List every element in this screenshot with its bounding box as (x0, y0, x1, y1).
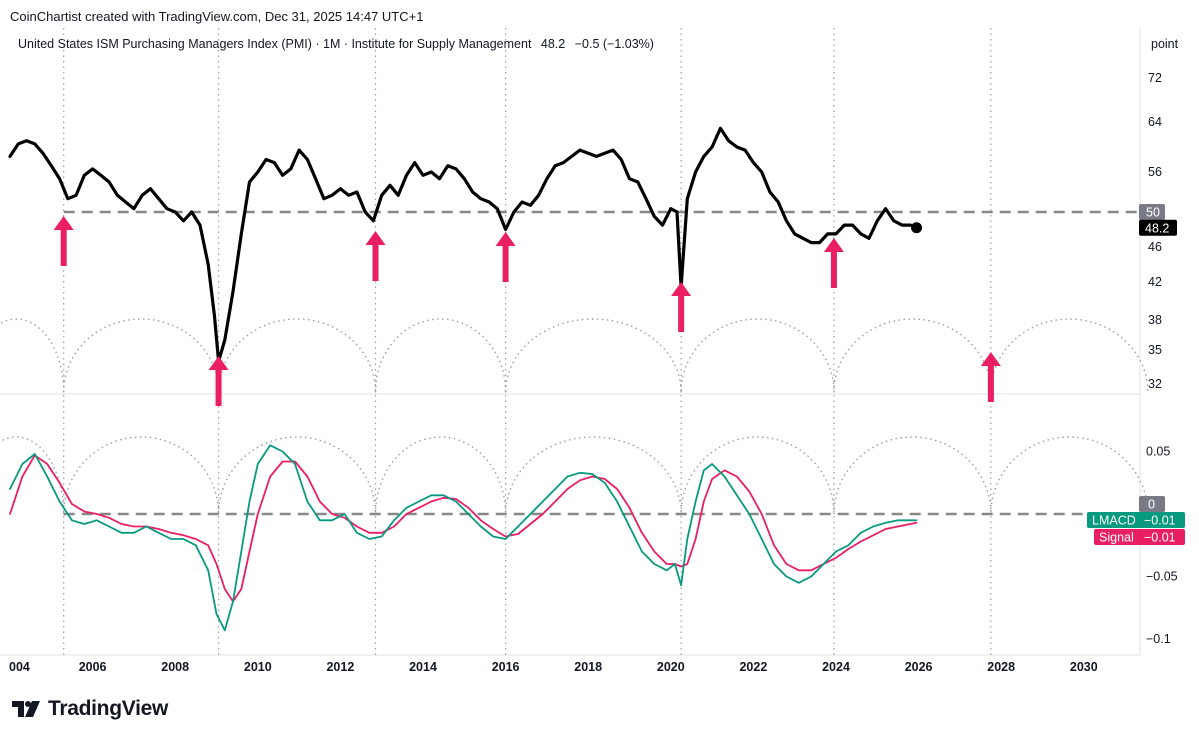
arrow-shaft (372, 243, 379, 281)
lmacd-label-badge (1087, 512, 1185, 528)
last-value-badge-label: 48.2 (1145, 221, 1169, 235)
cycle-arc-bottom (62, 436, 220, 515)
x-tick-label: 2016 (492, 660, 520, 674)
reference-badge-zero-label: 0 (1148, 498, 1155, 512)
arrow-head (365, 231, 386, 245)
cycle-arc-top (504, 318, 682, 393)
signal-series-line (9, 454, 918, 603)
cycle-low-arrow (53, 216, 74, 266)
y-tick-label: 35 (1148, 343, 1162, 357)
cycle-arc-top (374, 318, 507, 393)
arrow-shaft (830, 250, 837, 288)
arrow-shaft (60, 228, 67, 266)
cycle-low-arrow (365, 231, 386, 281)
x-tick-label: 004 (9, 660, 30, 674)
arrow-head (980, 352, 1001, 366)
cycle-low-arrow (671, 282, 692, 332)
cycle-arc-bottom (374, 436, 507, 515)
reference-badge-zero (1139, 496, 1165, 512)
last-value-badge (1139, 219, 1177, 236)
x-tick-label: 2022 (739, 660, 767, 674)
y-tick-label-bottom: 0.05 (1146, 445, 1170, 459)
cycle-arc-top (680, 318, 835, 393)
pmi-series-line (8, 126, 919, 363)
x-tick-label: 2014 (409, 660, 437, 674)
y-tick-label: 32 (1148, 377, 1162, 391)
cycle-arc-top (62, 318, 220, 393)
y-tick-label: 56 (1148, 165, 1162, 179)
cycle-arc-top (990, 318, 1149, 393)
signal-label-name: Signal (1099, 531, 1134, 545)
legend-change: −0.5 (−1.03%) (574, 37, 654, 51)
y-tick-label-bottom: −0.1 (1146, 632, 1171, 646)
x-tick-label: 2018 (574, 660, 602, 674)
x-tick-label: 2028 (987, 660, 1015, 674)
footer-brand-name: TradingView (48, 697, 169, 720)
lmacd-label-name: LMACD (1092, 514, 1136, 528)
cycle-arc-top (217, 318, 377, 393)
x-tick-label: 2030 (1070, 660, 1098, 674)
legend-title: United States ISM Purchasing Managers In… (18, 37, 532, 51)
y-tick-label-bottom: −0.05 (1146, 570, 1178, 584)
cycle-arc-bottom (680, 436, 835, 515)
lmacd-label-value: −0.01 (1144, 514, 1176, 528)
arrow-head (495, 232, 516, 246)
arrow-shaft (987, 364, 994, 402)
y-tick-label: 38 (1148, 313, 1162, 327)
arrow-head (53, 216, 74, 230)
x-tick-label: 2012 (326, 660, 354, 674)
cycle-low-arrow (495, 232, 516, 282)
signal-label-badge (1094, 529, 1185, 545)
x-tick-label: 2020 (657, 660, 685, 674)
x-tick-label: 2008 (161, 660, 189, 674)
footer-brand: TradingView (12, 697, 168, 721)
reference-badge-50-label: 50 (1146, 206, 1160, 220)
cycle-arc-bottom (833, 436, 992, 515)
cycle-arc-bottom (990, 436, 1149, 515)
cycle-low-arrow (980, 352, 1001, 402)
x-tick-label: 2006 (79, 660, 107, 674)
x-tick-label: 2026 (905, 660, 933, 674)
arrow-shaft (678, 294, 685, 332)
x-tick-label: 2024 (822, 660, 850, 674)
y-tick-label: 46 (1148, 240, 1162, 254)
legend-value: 48.2 (540, 37, 566, 51)
cycle-low-arrow (823, 238, 844, 288)
header-credit: CoinChartist created with TradingView.co… (10, 9, 424, 24)
cycle-arc-top (0, 318, 65, 393)
y-tick-label: 64 (1148, 115, 1162, 129)
cycle-arc-bottom (504, 436, 682, 515)
cycle-arc-bottom (217, 436, 377, 515)
arrow-shaft (502, 244, 509, 282)
cycle-arc-top (833, 318, 992, 393)
y-axis-unit: point (1151, 37, 1179, 51)
y-tick-label: 72 (1148, 71, 1162, 85)
cycle-low-arrow (208, 356, 229, 406)
signal-label-value: −0.01 (1144, 531, 1176, 545)
reference-badge-50 (1139, 204, 1165, 220)
tradingview-logo-icon (12, 701, 40, 717)
chart-legend: United States ISM Purchasing Managers In… (18, 37, 654, 51)
pmi-last-point (911, 222, 923, 234)
arrow-head (208, 356, 229, 370)
y-tick-label: 42 (1148, 275, 1162, 289)
lmacd-series-line (9, 444, 918, 632)
arrow-head (823, 238, 844, 252)
x-tick-label: 2010 (244, 660, 272, 674)
arrow-shaft (215, 368, 222, 406)
arrow-head (671, 282, 692, 296)
